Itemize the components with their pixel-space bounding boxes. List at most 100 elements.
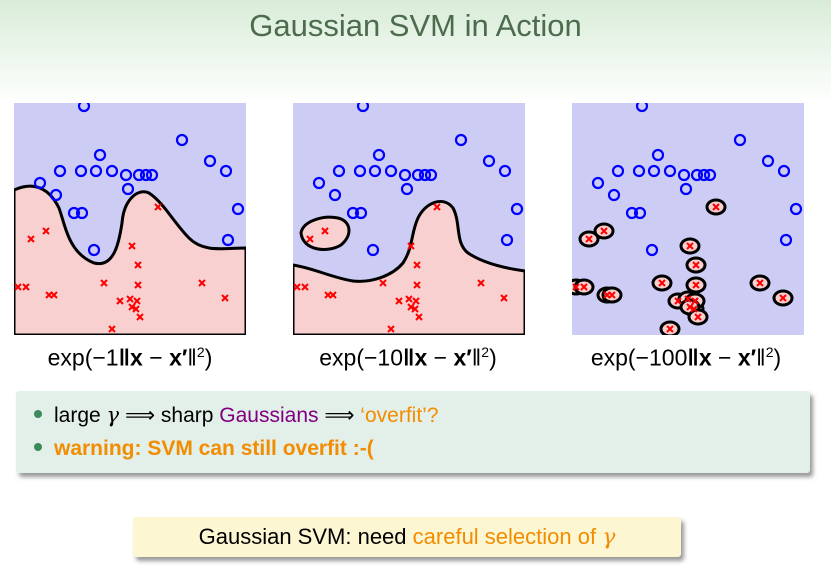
positive-sample-circle — [703, 168, 717, 182]
positive-sample-circle — [346, 206, 360, 220]
negative-sample-cross — [585, 235, 593, 243]
positive-sample-circle — [733, 133, 747, 147]
positive-sample-circle — [635, 103, 649, 113]
positive-sample-circle — [454, 133, 468, 147]
positive-sample-circle — [74, 164, 88, 178]
positive-sample-circle — [777, 164, 791, 178]
positive-sample-circle — [354, 206, 368, 220]
negative-sample-cross — [301, 283, 309, 291]
negative-blob — [299, 215, 351, 251]
positive-sample-circle — [761, 154, 775, 168]
negative-sample-cross — [128, 242, 136, 250]
negative-region — [14, 184, 246, 335]
positive-sample-circle — [175, 133, 189, 147]
negative-sample-cross — [306, 235, 314, 243]
negative-sample-cross — [407, 242, 415, 250]
negative-sample-cross — [477, 279, 485, 287]
negative-sample-cross — [154, 203, 162, 211]
positive-sample-circle — [611, 164, 625, 178]
negative-sample-cross — [27, 235, 35, 243]
negative-sample-cross — [321, 227, 329, 235]
positive-sample-circle — [384, 164, 398, 178]
negative-sample-cross — [413, 281, 421, 289]
positive-sample-circle — [87, 243, 101, 257]
positive-sample-circle — [482, 154, 496, 168]
plot-gamma-1 — [14, 103, 246, 335]
negative-sample-cross — [779, 294, 787, 302]
positive-sample-circle — [411, 168, 425, 182]
positive-sample-circle — [77, 103, 91, 113]
positive-sample-circle — [219, 164, 233, 178]
negative-sample-cross — [132, 305, 140, 313]
positive-sample-circle — [356, 103, 370, 113]
positive-sample-circle — [500, 233, 514, 247]
plot-gamma-10 — [293, 103, 525, 335]
negative-sample-cross — [658, 279, 666, 287]
positive-sample-circle — [145, 168, 159, 182]
positive-sample-circle — [75, 206, 89, 220]
negative-sample-cross — [126, 295, 134, 303]
positive-sample-circle — [498, 164, 512, 178]
positive-sample-circle — [418, 168, 432, 182]
negative-sample-cross — [100, 279, 108, 287]
positive-sample-circle — [651, 148, 665, 162]
negative-sample-cross — [407, 303, 415, 311]
negative-sample-cross — [412, 297, 420, 305]
positive-sample-circle — [632, 164, 646, 178]
positive-sample-circle — [119, 168, 133, 182]
negative-sample-cross — [405, 295, 413, 303]
negative-sample-cross — [136, 313, 144, 321]
negative-sample-cross — [413, 261, 421, 269]
caption-gamma-1: exp(−1‖x − x′‖2) — [47, 344, 213, 371]
negative-sample-cross — [572, 283, 580, 291]
negative-sample-cross — [694, 313, 702, 321]
positive-sample-circle — [607, 188, 621, 202]
positive-sample-circle — [93, 148, 107, 162]
negative-sample-cross — [411, 305, 419, 313]
negative-sample-cross — [692, 281, 700, 289]
negative-sample-cross — [379, 279, 387, 287]
slide-title: Gaussian SVM in Action — [249, 8, 582, 43]
caption-gamma-10: exp(−10‖x − x′‖2) — [319, 344, 497, 371]
points-1 — [14, 103, 245, 333]
points-3 — [572, 103, 803, 333]
header-band — [0, 0, 831, 105]
positive-sample-circle — [677, 168, 691, 182]
positive-sample-circle — [400, 182, 414, 196]
negative-sample-cross — [690, 305, 698, 313]
positive-sample-circle — [690, 168, 704, 182]
negative-sample-cross — [608, 291, 616, 299]
positive-sample-circle — [398, 168, 412, 182]
negative-sample-cross — [116, 297, 124, 305]
positive-sample-circle — [645, 243, 659, 257]
negative-sample-cross — [108, 325, 116, 333]
positive-sample-circle — [366, 243, 380, 257]
negative-sample-cross — [395, 297, 403, 305]
negative-sample-cross — [433, 203, 441, 211]
positive-sample-circle — [231, 202, 245, 216]
negative-sample-cross — [691, 297, 699, 305]
negative-sample-cross — [692, 261, 700, 269]
positive-sample-circle — [139, 168, 153, 182]
points-2 — [293, 103, 524, 333]
negative-sample-cross — [712, 203, 720, 211]
positive-sample-circle — [67, 206, 81, 220]
positive-sample-circle — [312, 176, 326, 190]
negative-sample-cross — [221, 294, 229, 302]
plot-gamma-100 — [572, 103, 804, 335]
bullet-dot-icon — [34, 410, 42, 419]
positive-sample-circle — [53, 164, 67, 178]
negative-sample-cross — [50, 291, 58, 299]
positive-sample-circle — [121, 182, 135, 196]
negative-sample-cross — [133, 297, 141, 305]
positive-sample-circle — [105, 164, 119, 178]
positive-sample-circle — [647, 164, 661, 178]
negative-region — [293, 200, 525, 335]
negative-sample-cross — [293, 283, 301, 291]
positive-sample-circle — [328, 188, 342, 202]
bullet-box: large γ ⟹ sharp Gaussians ⟹ ‘overfit’? w… — [16, 391, 810, 473]
negative-sample-cross — [329, 291, 337, 299]
positive-sample-circle — [332, 164, 346, 178]
positive-sample-circle — [625, 206, 639, 220]
positive-sample-circle — [510, 202, 524, 216]
